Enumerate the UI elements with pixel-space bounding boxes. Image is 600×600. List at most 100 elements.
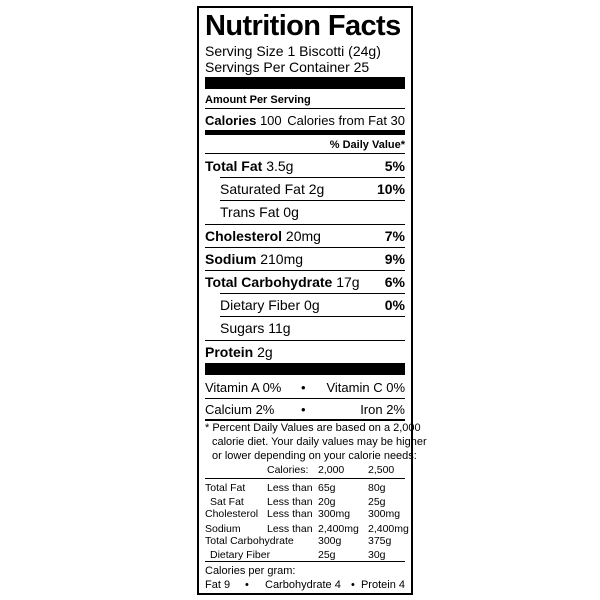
protein-per-gram: Protein 4 [360,579,405,591]
vitamin-c: Vitamin C 0% [326,380,405,395]
divider [205,270,405,271]
calories-per-gram-label: Calories per gram: [205,565,296,577]
bullet: • [351,579,355,591]
divider [205,339,405,341]
dv-table-cell: 65g [318,482,336,494]
dv-table-cell: Sodium [205,522,241,535]
calories-from-fat: Calories from Fat 30 [287,113,405,128]
dv-table-cell: Cholesterol [205,508,259,521]
divider [205,108,405,109]
nutrient-label: Cholesterol [205,227,283,244]
footnote-line: or lower depending on your calorie needs… [212,450,417,462]
nutrient-amount: 3.5g [266,158,294,174]
calories-per-gram-row: Fat 9 • Carbohydrate 4 • Protein 4 [205,580,405,591]
daily-value-header: % Daily Value* [329,139,405,151]
divider [205,153,405,154]
dv-table-cell: 300mg [318,508,351,521]
dv-table-cell: Calories: [267,464,309,476]
amount-per-serving: Amount Per Serving [205,94,311,106]
divider [205,561,405,562]
divider [205,419,405,421]
nutrient-row: Dietary Fiber 0g 0% [220,298,405,312]
nutrient-amount: 20mg [285,227,321,244]
nutrient-row: Sugars 11g [220,321,405,335]
nutrient-row: Total Carbohydrate 17g 6% [205,275,405,289]
nutrient-amount: 11g [268,320,291,337]
vitamin-a: Vitamin A 0% [205,380,282,395]
dv-table-cell: 2,500 [368,464,395,476]
footnote-line: * Percent Daily Values are based on a 2,… [205,422,421,434]
calcium: Calcium 2% [205,402,275,417]
divider [220,316,405,318]
divider [205,223,405,225]
dv-table-cell: Less than [267,482,313,494]
nutrient-daily-value: 0% [384,297,405,314]
dv-table-cell: 2,000 [318,464,345,476]
divider [205,246,405,248]
dv-table-cell: 30g [368,549,386,561]
divider [220,177,405,179]
nutrient-label: Sugars [220,320,265,337]
dv-table-cell: 2,400mg [368,522,409,535]
calories-label: Calories [205,113,257,128]
nutrient-label: Total Fat [205,158,263,174]
vitamin-row: Vitamin A 0% • Vitamin C 0% [205,381,405,394]
nutrient-amount: 17g [336,274,360,290]
dv-table-cell: Total Fat [205,482,246,494]
nutrient-amount: 0g [283,204,299,221]
nutrient-daily-value: 5% [384,158,405,174]
dv-table-cell: Total Carbohydrate [205,534,294,547]
nutrient-amount: 0g [304,297,320,314]
nutrient-row: Trans Fat 0g [220,205,405,219]
mineral-row: Calcium 2% • Iron 2% [205,403,405,416]
nutrient-label: Protein [205,343,254,360]
divider [220,293,405,295]
dv-table-cell: 20g [318,496,336,509]
nutrient-label: Total Carbohydrate [205,274,333,290]
divider [205,398,405,399]
nutrient-label: Dietary Fiber [220,297,301,314]
nutrition-facts-label: Nutrition Facts Serving Size 1 Biscotti … [197,6,427,595]
nutrient-label: Sodium [205,250,257,267]
nutrient-row: Protein 2g [205,345,405,359]
divider [205,478,405,479]
dv-table-cell: Dietary Fiber [210,549,271,561]
divider-thick [205,77,405,89]
divider-thick [205,363,405,375]
divider [220,200,405,202]
carb-per-gram: Carbohydrate 4 [265,579,341,591]
dv-table-cell: 25g [318,549,336,561]
nutrient-daily-value: 10% [376,181,405,198]
bullet: • [301,380,306,395]
dv-table-cell: 2,400mg [318,522,359,535]
nutrient-row: Cholesterol 20mg 7% [205,229,405,243]
nutrient-row: Total Fat 3.5g 5% [205,159,405,173]
nutrient-daily-value: 9% [384,250,405,267]
dv-table-cell: 80g [368,482,386,494]
nutrient-amount: 2g [257,343,273,360]
nutrient-daily-value: 7% [384,227,405,244]
footnote-line: calorie diet. Your daily values may be h… [212,436,427,448]
dv-table-cell: 300mg [368,508,401,521]
nutrient-amount: 210mg [260,250,304,267]
serving-size: Serving Size 1 Biscotti (24g) [205,43,381,59]
dv-table-cell: Less than [267,496,313,509]
calories-value: 100 [259,113,282,128]
label-title: Nutrition Facts [205,10,401,42]
nutrient-daily-value: 6% [384,274,405,290]
calories-row: Calories 100 Calories from Fat 30 [205,114,405,127]
iron: Iron 2% [360,402,405,417]
dv-table-cell: 300g [318,534,342,547]
bullet: • [301,402,306,417]
dv-table-cell: 25g [368,496,386,509]
nutrient-label: Trans Fat [220,204,280,221]
dv-table-cell: Less than [267,508,313,521]
nutrient-row: Saturated Fat 2g 10% [220,182,405,196]
dv-table-cell: Sat Fat [210,496,244,509]
fat-per-gram: Fat 9 [205,579,231,591]
divider-medium [205,130,405,135]
dv-table-cell: Less than [267,522,313,535]
nutrient-row: Sodium 210mg 9% [205,252,405,266]
bullet: • [245,579,249,591]
servings-per-container: Servings Per Container 25 [205,59,370,75]
